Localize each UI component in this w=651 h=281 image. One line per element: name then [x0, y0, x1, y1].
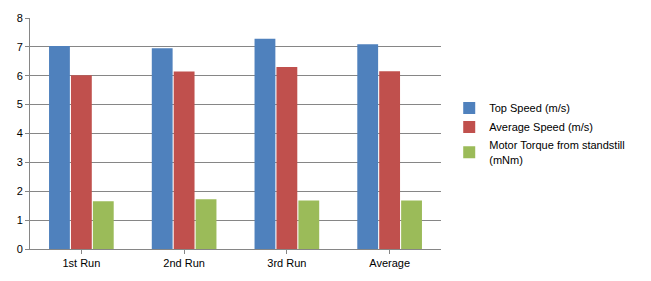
svg-text:5: 5: [17, 98, 23, 110]
svg-text:3rd Run: 3rd Run: [267, 257, 306, 269]
svg-text:Average Speed (m/s): Average Speed (m/s): [489, 121, 593, 133]
svg-text:8: 8: [17, 12, 23, 24]
svg-text:4: 4: [17, 127, 23, 139]
svg-text:2: 2: [17, 185, 23, 197]
svg-text:6: 6: [17, 70, 23, 82]
svg-text:7: 7: [17, 41, 23, 53]
svg-text:1st Run: 1st Run: [62, 257, 100, 269]
svg-text:1: 1: [17, 214, 23, 226]
svg-text:3: 3: [17, 156, 23, 168]
svg-text:2nd Run: 2nd Run: [163, 257, 205, 269]
svg-text:Average: Average: [369, 257, 410, 269]
svg-text:Motor Torque from standstill(m: Motor Torque from standstill(mNm): [489, 139, 625, 165]
svg-text:Top Speed (m/s): Top Speed (m/s): [489, 102, 570, 114]
svg-text:0: 0: [17, 243, 23, 255]
